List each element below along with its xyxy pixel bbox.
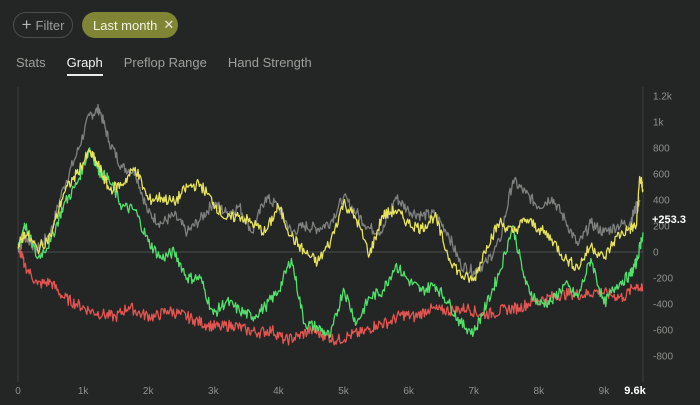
x-tick-label: 0 [15,386,21,397]
last-month-chip[interactable]: Last month ✕ [82,12,178,38]
x-tick-label: 2k [143,386,155,397]
tab-preflop-range[interactable]: Preflop Range [123,55,207,70]
tab-bar: Stats Graph Preflop Range Hand Strength [16,55,333,76]
x-tick-label-end: 9.6k [624,385,646,397]
filter-button[interactable]: + Filter [13,12,73,38]
y-tick-label: -400 [653,299,673,310]
y-tick-label: -200 [653,273,673,284]
y-tick-label: 600 [653,169,670,180]
y-tick-label: 200 [653,221,670,232]
y-tick-label: 800 [653,143,670,154]
y-tick-label: -600 [653,325,673,336]
x-tick-label: 4k [273,386,285,397]
y-tick-label: 1k [653,117,665,128]
x-tick-label: 6k [403,386,415,397]
end-value-label: +253.3 [652,214,686,226]
x-tick-label: 8k [534,386,546,397]
y-tick-label: -800 [653,351,673,362]
close-icon[interactable]: ✕ [163,17,175,32]
y-tick-label: 400 [653,195,670,206]
series-line-red [17,242,644,346]
x-tick-label: 7k [468,386,480,397]
x-tick-label: 5k [338,386,350,397]
plus-icon: + [21,15,32,34]
series-line-yellow [17,149,644,283]
tab-stats[interactable]: Stats [16,55,46,70]
x-tick-label: 3k [208,386,220,397]
y-tick-label: 1.2k [653,91,673,102]
x-tick-label: 1k [78,386,90,397]
tab-graph[interactable]: Graph [66,55,103,76]
chip-label: Last month [93,17,158,33]
series-line-gray [17,103,641,278]
tab-hand-strength[interactable]: Hand Strength [227,55,312,70]
filter-label: Filter [35,17,65,33]
y-tick-label: 0 [653,247,659,258]
results-graph: 1.2k 1k 800 600 400 200 0 -200 -400 -600 -800 0 1k 2k… [15,87,686,397]
x-tick-label: 9k [599,386,611,397]
